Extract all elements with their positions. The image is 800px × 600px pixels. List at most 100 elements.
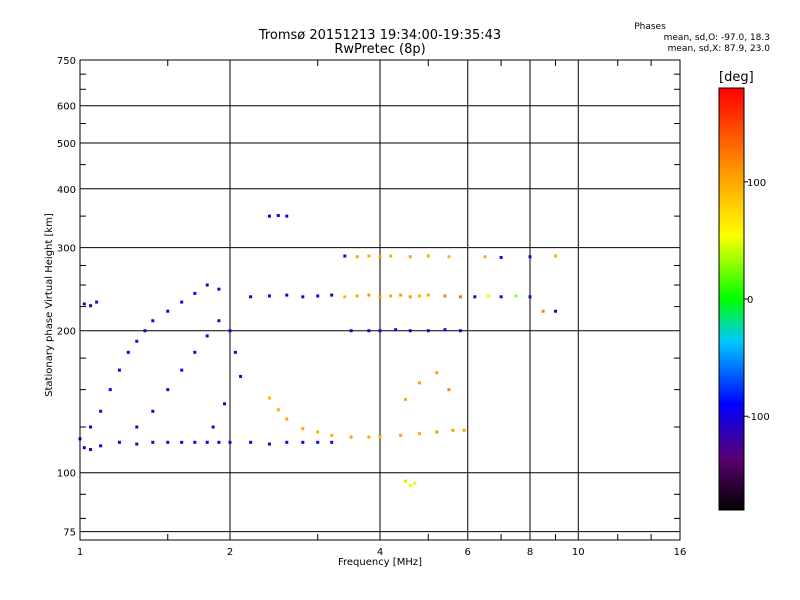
data-point [367,254,371,258]
colorbar-tick-label: 100 [747,178,766,189]
data-point [528,255,532,259]
data-point [413,481,417,485]
data-point [553,309,557,313]
data-point [239,374,243,378]
data-point [143,329,147,333]
data-point [330,293,334,297]
axis-ticks: 1 2 4 6 8 10 16 75 100 200 300 400 500 600 750 [57,56,686,558]
data-point [217,287,221,291]
data-point [126,350,130,354]
data-point [135,442,139,446]
colorbar-ticks: 100 0 -100 [744,178,770,423]
data-point [301,427,305,431]
data-point [180,440,184,444]
data-point [528,295,532,299]
y-tick-label: 100 [57,469,76,480]
data-point [316,440,320,444]
data-point [367,329,371,333]
phases-o-mode-stats: mean, sd,O: -97.0, 18.3 [663,33,770,43]
y-tick-label: 500 [57,139,76,150]
data-point [211,425,215,429]
data-point [205,283,209,287]
data-point [355,294,359,298]
data-point [399,433,403,437]
data-point [285,214,289,218]
data-point [399,293,403,297]
data-point [316,294,320,298]
data-point [458,295,462,299]
data-point [151,319,155,323]
data-point [426,293,430,297]
data-point [151,409,155,413]
data-point [462,428,466,432]
data-point [367,293,371,297]
data-point [228,440,232,444]
x-tick-label: 2 [227,547,233,558]
data-point [193,350,197,354]
plot-frame [79,59,681,541]
y-tick-label: 200 [57,327,76,338]
data-point [166,309,170,313]
data-point [417,294,421,298]
data-point [267,214,271,218]
data-point [89,304,93,308]
x-tick-label: 1 [77,547,83,558]
data-point [435,430,439,434]
data-point [367,435,371,439]
chart-subtitle: RwPretec (8p) [334,42,426,57]
data-point [435,371,439,375]
data-point [458,329,462,333]
data-point [180,300,184,304]
data-point [349,329,353,333]
data-point [426,254,430,258]
data-point [249,295,253,299]
x-tick-label: 8 [527,547,533,558]
data-point [228,329,232,333]
data-point [276,408,280,412]
data-point [417,381,421,385]
phases-heading: Phases [634,22,666,32]
data-point [233,350,237,354]
data-point [316,430,320,434]
x-tick-label: 6 [465,547,471,558]
data-points [78,214,557,487]
data-point [117,368,121,372]
data-point [378,255,382,259]
data-point [285,293,289,297]
data-point [135,425,139,429]
data-point [553,254,557,258]
grid-lines [80,60,680,540]
data-point [285,417,289,421]
data-point [499,255,503,259]
colorbar-tick-label: -100 [747,412,770,423]
phases-x-mode-stats: mean, sd,X: 87.9, 23.0 [667,44,770,54]
data-point [541,309,545,313]
data-point [343,254,347,258]
data-point [205,334,209,338]
data-point [408,483,412,487]
chart-title: Tromsø 20151213 19:34:00-19:35:43 [258,28,502,43]
data-point [89,425,93,429]
colorbar-label: [deg] [719,70,754,85]
y-tick-label: 75 [63,528,76,539]
data-point [180,368,184,372]
data-point [205,440,209,444]
data-point [267,442,271,446]
y-tick-label: 300 [57,244,76,255]
data-point [499,295,503,299]
x-tick-label: 16 [674,547,687,558]
data-point [447,255,451,259]
data-point [82,302,86,306]
data-point [217,440,221,444]
data-point [301,295,305,299]
data-point [426,329,430,333]
data-point [408,329,412,333]
colorbar-tick-label: 0 [747,295,753,306]
data-point [89,447,93,451]
data-point [82,446,86,450]
data-point [217,319,221,323]
data-point [451,428,455,432]
data-point [108,388,112,392]
y-tick-label: 400 [57,185,76,196]
